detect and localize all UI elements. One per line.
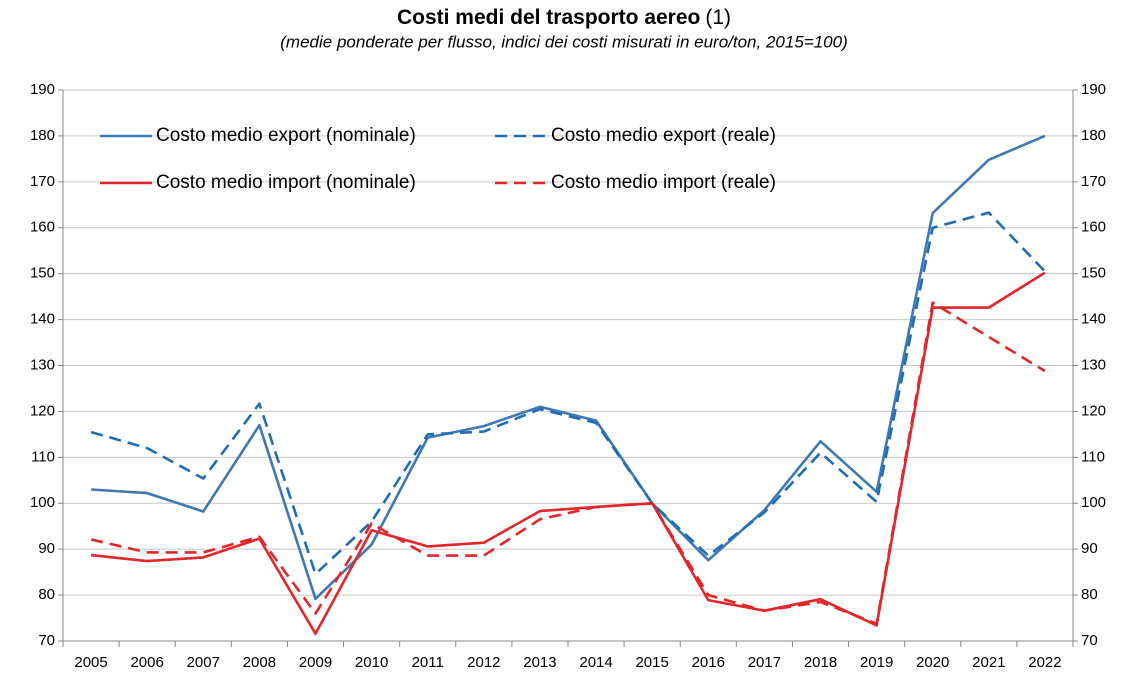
title-main: Costi medi del trasporto aereo	[397, 6, 700, 29]
y-tick-label: 130	[30, 356, 55, 373]
y2-tick-label: 140	[1081, 311, 1106, 328]
x-tick-label: 2020	[916, 654, 949, 671]
series-line	[90, 211, 1046, 576]
x-tick-label: 2013	[523, 654, 556, 671]
series-line	[90, 271, 1046, 635]
y2-tick-label: 70	[1081, 632, 1098, 649]
y2-tick-label: 170	[1081, 173, 1106, 190]
legend-label: Costo medio export (nominale)	[156, 125, 416, 146]
y-tick-label: 150	[30, 265, 55, 282]
legend-label: Costo medio import (reale)	[551, 172, 776, 193]
y-tick-label: 70	[38, 632, 55, 649]
x-tick-label: 2014	[579, 654, 612, 671]
x-tick-label: 2016	[692, 654, 725, 671]
x-tick-label: 2008	[243, 654, 276, 671]
x-tick-label: 2005	[74, 654, 107, 671]
x-tick-label: 2009	[299, 654, 332, 671]
y2-tick-label: 130	[1081, 356, 1106, 373]
y2-tick-label: 180	[1081, 127, 1106, 144]
x-tick-label: 2006	[130, 654, 163, 671]
x-tick-label: 2022	[1028, 654, 1061, 671]
x-tick-label: 2017	[748, 654, 781, 671]
x-tick-label: 2018	[804, 654, 837, 671]
x-tick-label: 2010	[355, 654, 388, 671]
x-tick-label: 2021	[972, 654, 1005, 671]
y2-tick-label: 160	[1081, 219, 1106, 236]
y2-tick-label: 80	[1081, 586, 1098, 603]
y2-tick-label: 110	[1081, 448, 1105, 465]
y-tick-label: 190	[30, 81, 55, 98]
y-tick-label: 80	[38, 586, 55, 603]
series-line	[90, 301, 1046, 625]
y-tick-label: 120	[30, 402, 55, 419]
y2-tick-label: 150	[1081, 265, 1106, 282]
chart-title: Costi medi del trasporto aereo (1)	[397, 6, 731, 29]
y-tick-label: 110	[31, 448, 55, 465]
y-tick-label: 170	[30, 173, 55, 190]
y-tick-label: 100	[30, 494, 55, 511]
y-tick-label: 160	[30, 219, 55, 236]
y2-tick-label: 190	[1081, 81, 1106, 98]
y-tick-label: 180	[30, 127, 55, 144]
legend-label: Costo medio import (nominale)	[156, 172, 416, 193]
x-tick-label: 2015	[635, 654, 668, 671]
y2-tick-label: 100	[1081, 494, 1106, 511]
legend-label: Costo medio export (reale)	[551, 125, 776, 146]
y-tick-label: 90	[38, 540, 55, 557]
series-line	[91, 134, 1046, 601]
y2-tick-label: 120	[1081, 402, 1106, 419]
chart-subtitle: (medie ponderate per flusso, indici dei …	[280, 32, 847, 51]
y2-tick-label: 90	[1081, 540, 1098, 557]
x-tick-label: 2019	[860, 654, 893, 671]
x-tick-label: 2011	[412, 654, 444, 671]
x-tick-label: 2012	[467, 654, 500, 671]
y-tick-label: 140	[30, 311, 55, 328]
x-tick-label: 2007	[187, 654, 220, 671]
title-note: (1)	[705, 6, 731, 29]
